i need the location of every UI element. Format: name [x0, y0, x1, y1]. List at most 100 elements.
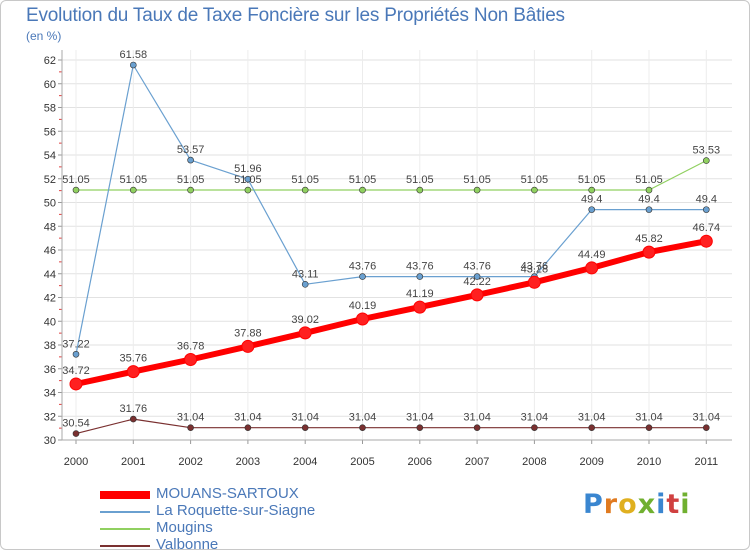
- data-label-la-roquette: 49.4: [638, 194, 659, 206]
- x-tick-label: 2000: [64, 456, 88, 468]
- y-tick-label: 58: [44, 103, 56, 115]
- grid: [62, 50, 732, 441]
- y-tick-label: 52: [44, 174, 56, 186]
- data-label-mouans-sartoux: 42.22: [463, 276, 491, 288]
- y-tick-label: 38: [44, 340, 56, 352]
- y-tick-label: 48: [44, 221, 56, 233]
- data-point-valbonne: [359, 424, 366, 431]
- data-point-valbonne: [531, 424, 538, 431]
- y-tick-label: 42: [44, 293, 56, 305]
- data-point-valbonne: [702, 424, 710, 431]
- data-label-mougins: 51.05: [120, 174, 148, 186]
- data-point-mougins: [588, 186, 596, 194]
- data-label-la-roquette: 53.57: [177, 144, 205, 156]
- data-label-la-roquette: 43.76: [463, 261, 491, 273]
- data-point-mougins: [359, 186, 366, 194]
- y-axis-unit-label: (en %): [26, 29, 62, 43]
- data-point-la-roquette: [72, 350, 80, 358]
- data-label-mouans-sartoux: 45.82: [635, 233, 663, 245]
- data-point-la-roquette: [359, 273, 366, 280]
- data-point-valbonne: [72, 430, 80, 437]
- data-label-valbonne: 31.04: [406, 412, 434, 424]
- data-label-la-roquette: 43.76: [406, 261, 434, 273]
- legend-swatch-la-roquette: [100, 511, 150, 513]
- x-tick-label: 2001: [121, 456, 145, 468]
- data-point-valbonne: [588, 424, 596, 431]
- y-tick-label: 36: [44, 364, 56, 376]
- legend-label: Mougins: [156, 519, 213, 536]
- data-label-mougins: 53.53: [693, 145, 721, 157]
- data-point-mougins: [130, 186, 137, 194]
- data-point-mouans-sartoux: [413, 300, 427, 314]
- series-line-valbonne: [75, 418, 707, 435]
- legend-swatch-mougins: [100, 528, 150, 530]
- data-label-la-roquette: 43.76: [521, 261, 549, 273]
- data-label-valbonne: 31.04: [177, 412, 205, 424]
- data-label-mougins: 51.05: [521, 174, 549, 186]
- x-tick-label: 2008: [522, 456, 546, 468]
- data-label-mouans-sartoux: 34.72: [62, 365, 90, 377]
- data-point-valbonne: [244, 424, 252, 431]
- data-point-mouans-sartoux: [642, 245, 656, 259]
- x-tick-label: 2006: [408, 456, 432, 468]
- data-label-valbonne: 31.04: [693, 412, 721, 424]
- x-tick-label: 2007: [465, 456, 489, 468]
- y-tick-label: 54: [44, 150, 56, 162]
- data-label-la-roquette: 51.96: [234, 163, 262, 175]
- data-point-la-roquette: [187, 156, 194, 164]
- data-label-mougins: 51.05: [349, 174, 377, 186]
- data-point-la-roquette: [416, 273, 424, 280]
- data-point-la-roquette: [588, 206, 596, 213]
- data-point-mouans-sartoux: [356, 312, 369, 326]
- x-tick-label: 2010: [637, 456, 661, 468]
- logo-letter: i: [680, 489, 691, 520]
- data-point-mougins: [473, 186, 481, 194]
- data-point-valbonne: [473, 424, 481, 431]
- data-label-valbonne: 31.04: [234, 412, 262, 424]
- y-tick-labels: 30 32 34 36 38 40 42 44 46 48 50 52 54 56 58 60 62: [44, 55, 56, 447]
- y-tick-label: 56: [44, 126, 56, 138]
- data-point-mougins: [301, 186, 309, 194]
- data-point-la-roquette: [702, 206, 710, 213]
- logo-letter: o: [618, 489, 638, 520]
- series-line-la-roquette: [75, 64, 707, 355]
- data-point-mougins: [645, 186, 653, 194]
- data-point-mougins: [72, 186, 80, 194]
- data-label-valbonne: 31.04: [578, 412, 606, 424]
- chart-title: Evolution du Taux de Taxe Foncière sur l…: [26, 5, 565, 26]
- data-label-valbonne: 31.76: [120, 403, 148, 415]
- logo-letter: P: [583, 489, 604, 520]
- data-point-la-roquette: [301, 281, 309, 288]
- data-label-mougins: 51.05: [463, 174, 491, 186]
- proxiti-logo: Proxiti: [583, 489, 691, 520]
- logo-letter: x: [637, 489, 657, 520]
- series-lines: [75, 64, 707, 435]
- x-tick-label: 2011: [694, 456, 718, 468]
- legend-label: La Roquette-sur-Siagne: [156, 502, 316, 519]
- data-label-valbonne: 31.04: [635, 412, 663, 424]
- data-label-la-roquette: 43.11: [292, 268, 319, 280]
- data-labels: 30.54 31.76 31.04 31.04 31.04 31.04 31.04 31.04…: [62, 49, 720, 430]
- data-point-valbonne: [301, 424, 309, 431]
- logo-letter: t: [666, 489, 681, 520]
- data-point-mougins: [531, 186, 538, 194]
- data-point-mouans-sartoux: [184, 352, 198, 366]
- data-label-la-roquette: 61.58: [120, 49, 148, 61]
- data-point-mouans-sartoux: [298, 326, 312, 340]
- data-point-la-roquette: [130, 61, 137, 69]
- data-label-valbonne: 31.04: [463, 412, 491, 424]
- legend-label: Valbonne: [156, 536, 219, 553]
- data-label-mouans-sartoux: 36.78: [177, 340, 205, 352]
- data-point-mougins: [244, 186, 252, 194]
- logo-letter: i: [656, 489, 667, 520]
- data-label-mougins: 51.05: [635, 174, 663, 186]
- y-tick-label: 60: [44, 79, 56, 91]
- x-tick-label: 2005: [350, 456, 374, 468]
- data-label-la-roquette: 37.22: [62, 338, 90, 350]
- data-point-valbonne: [416, 424, 424, 431]
- y-tick-label: 44: [44, 269, 56, 281]
- data-point-mouans-sartoux: [470, 288, 484, 302]
- data-label-mougins: 51.05: [291, 174, 319, 186]
- legend-swatch-mouans-sartoux: [100, 491, 150, 499]
